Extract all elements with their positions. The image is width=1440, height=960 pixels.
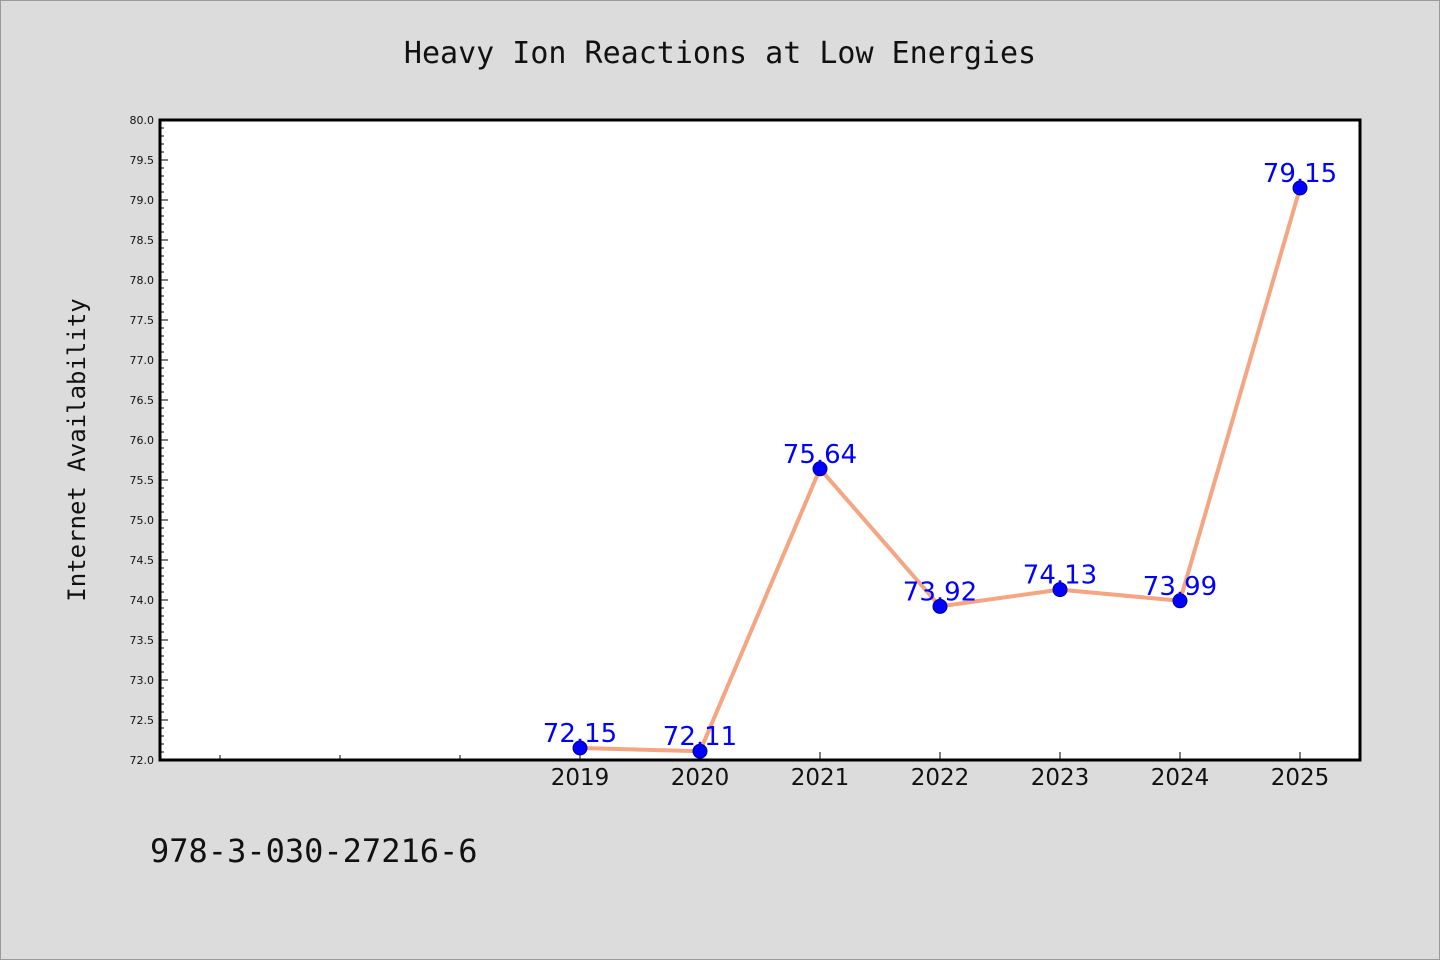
plot-area bbox=[158, 118, 1362, 762]
y-tick-label: 75.0 bbox=[130, 514, 155, 527]
data-label: 79.15 bbox=[1263, 159, 1337, 189]
chart-title: Heavy Ion Reactions at Low Energies bbox=[404, 36, 1036, 71]
x-axis: 2019 2020 2021 2022 2023 2024 2025 bbox=[219, 752, 1330, 791]
y-axis: 72.0 72.5 73.0 73.5 74.0 74.5 75.0 75.5 76.0 76.5… bbox=[130, 114, 168, 767]
y-tick-label: 80.0 bbox=[130, 114, 155, 127]
footer-id-text: 978-3-030-27216-6 bbox=[150, 832, 478, 870]
data-label: 73.99 bbox=[1143, 572, 1217, 602]
data-labels-group: 72.15 72.11 75.64 73.92 74.13 73.99 79.15 bbox=[543, 159, 1337, 752]
data-label: 72.11 bbox=[663, 722, 737, 752]
x-tick-label: 2025 bbox=[1271, 765, 1330, 791]
x-tick-label: 2019 bbox=[551, 765, 610, 791]
y-tick-label: 76.5 bbox=[130, 394, 155, 407]
y-axis-label: Internet Availability bbox=[63, 298, 91, 601]
y-tick-label: 77.5 bbox=[130, 314, 155, 327]
data-point-marker bbox=[572, 740, 588, 756]
data-point-marker bbox=[692, 743, 708, 759]
data-label: 74.13 bbox=[1023, 561, 1097, 591]
markers-group bbox=[572, 180, 1308, 759]
data-label: 73.92 bbox=[903, 577, 977, 607]
x-tick-label: 2024 bbox=[1151, 765, 1210, 791]
y-tick-label: 74.5 bbox=[130, 554, 155, 567]
data-point-marker bbox=[1172, 593, 1188, 609]
y-tick-label: 77.0 bbox=[130, 354, 155, 367]
data-point-marker bbox=[932, 598, 948, 614]
y-tick-label: 73.0 bbox=[130, 674, 155, 687]
y-tick-label: 73.5 bbox=[130, 634, 155, 647]
y-tick-label: 72.0 bbox=[130, 754, 155, 767]
data-point-marker bbox=[812, 461, 828, 477]
data-point-marker bbox=[1052, 582, 1068, 598]
y-tick-label: 72.5 bbox=[130, 714, 155, 727]
y-tick-label: 78.0 bbox=[130, 274, 155, 287]
y-tick-label: 78.5 bbox=[130, 234, 155, 247]
x-tick-label: 2020 bbox=[671, 765, 730, 791]
y-tick-label: 79.0 bbox=[130, 194, 155, 207]
y-tick-label: 75.5 bbox=[130, 474, 155, 487]
y-tick-label: 76.0 bbox=[130, 434, 155, 447]
x-tick-label: 2022 bbox=[911, 765, 970, 791]
data-label: 75.64 bbox=[783, 440, 857, 470]
data-label: 72.15 bbox=[543, 719, 617, 749]
x-tick-label: 2021 bbox=[791, 765, 850, 791]
y-tick-label: 79.5 bbox=[130, 154, 155, 167]
y-tick-label: 74.0 bbox=[130, 594, 155, 607]
x-tick-label: 2023 bbox=[1031, 765, 1090, 791]
data-point-marker bbox=[1292, 180, 1308, 196]
